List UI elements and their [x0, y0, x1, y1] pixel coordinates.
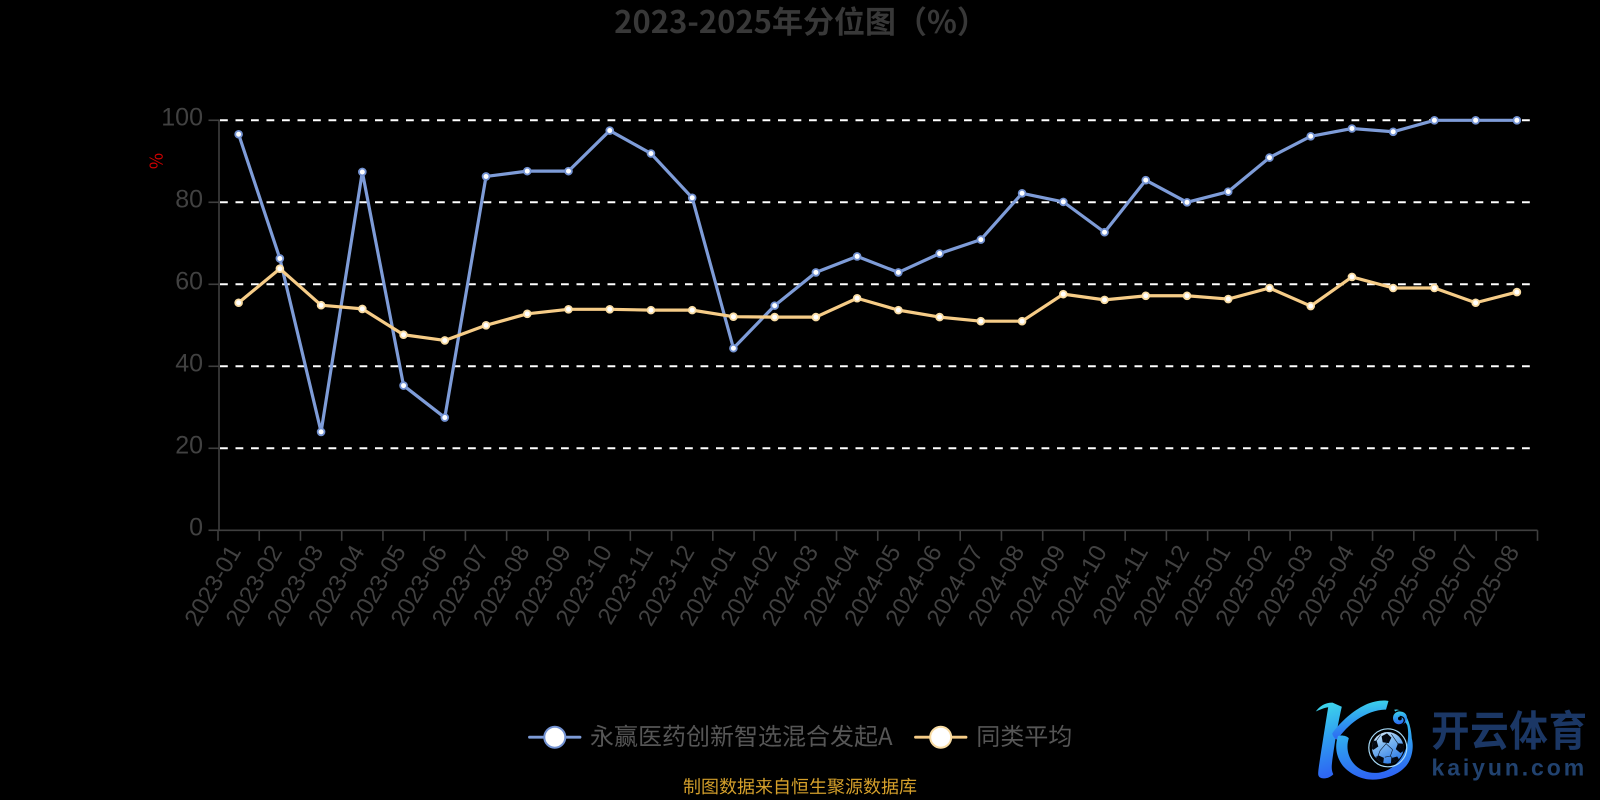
svg-text:100: 100 [161, 103, 203, 131]
svg-text:0: 0 [189, 513, 203, 541]
svg-text:60: 60 [175, 267, 203, 295]
svg-text:kaiyun.com: kaiyun.com [1432, 755, 1588, 781]
svg-text:40: 40 [175, 349, 203, 377]
svg-text:20: 20 [175, 431, 203, 459]
svg-text:80: 80 [175, 185, 203, 213]
